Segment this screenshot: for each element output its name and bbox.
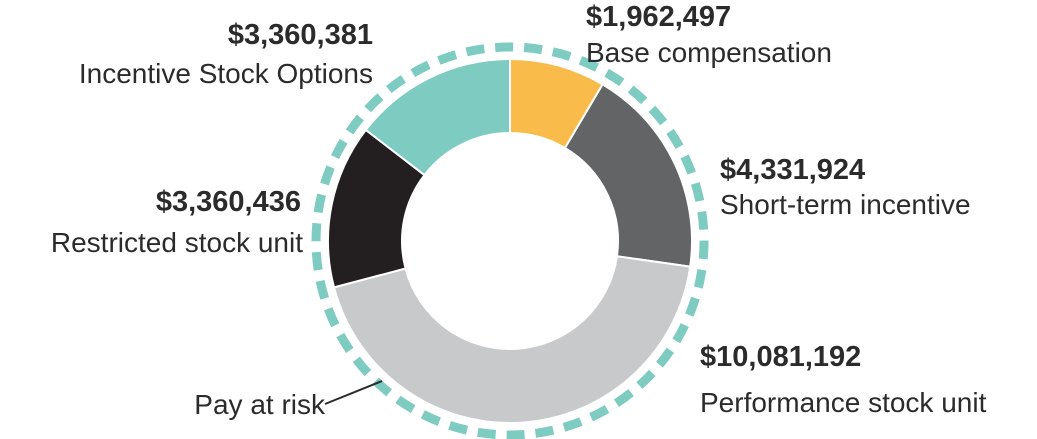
value-label-performance-stock-unit: $10,081,192 [700,341,862,373]
category-label-performance-stock-unit: Performance stock unit [700,387,987,418]
pay-at-risk-leader-line [324,380,383,405]
pay-at-risk-ring [311,42,709,439]
value-label-restricted-stock-unit: $3,360,436 [155,186,301,218]
category-label-restricted-stock-unit: Restricted stock unit [50,227,303,258]
value-label-short-term-incentive: $4,331,924 [720,154,866,186]
value-label-incentive-stock-options: $3,360,381 [227,19,373,51]
slice-performance-stock-unit [332,255,692,424]
category-label-short-term-incentive: Short-term incentive [720,189,971,220]
category-label-base-compensation: Base compensation [586,37,832,68]
category-label-incentive-stock-options: Incentive Stock Options [78,58,373,89]
slices [327,57,693,424]
value-label-base-compensation: $1,962,497 [586,1,732,33]
pay-at-risk-label: Pay at risk [194,389,325,420]
slice-short-term-incentive [563,82,693,268]
slice-incentive-stock-options [364,57,511,177]
